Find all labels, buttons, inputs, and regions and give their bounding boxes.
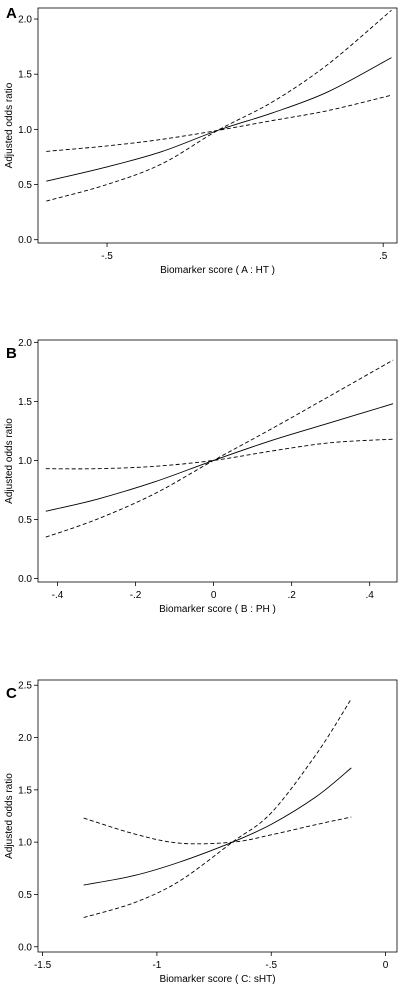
x-tick-label: .5 bbox=[379, 251, 388, 262]
ci-bound-line bbox=[46, 94, 392, 152]
y-tick-label: 1.5 bbox=[18, 785, 32, 796]
x-tick-label: -.5 bbox=[265, 960, 277, 971]
ci-bound-line bbox=[83, 816, 352, 845]
x-tick-label: .2 bbox=[287, 590, 296, 601]
x-tick-label: -1 bbox=[152, 960, 161, 971]
y-tick-label: 1.5 bbox=[18, 70, 32, 81]
y-tick-label: 2.5 bbox=[18, 681, 32, 692]
x-tick-label: 0 bbox=[211, 590, 217, 601]
x-tick-label: -.5 bbox=[101, 251, 113, 262]
y-axis-label: Adjusted odds ratio bbox=[4, 82, 15, 168]
estimate-line bbox=[46, 57, 392, 182]
y-tick-label: 2.0 bbox=[18, 733, 32, 744]
ci-bound-line bbox=[46, 9, 392, 202]
panel-letter: B bbox=[6, 345, 17, 362]
x-tick-label: -.4 bbox=[52, 590, 64, 601]
y-tick-label: 2.0 bbox=[18, 338, 32, 349]
y-tick-label: 1.5 bbox=[18, 397, 32, 408]
ci-bound-line bbox=[83, 698, 352, 918]
x-tick-label: .4 bbox=[366, 590, 375, 601]
y-tick-label: 0.0 bbox=[18, 942, 32, 953]
x-tick-label: 0 bbox=[383, 960, 389, 971]
y-tick-label: 0.5 bbox=[18, 180, 32, 191]
ci-bound-line bbox=[45, 438, 394, 470]
y-tick-label: 0.5 bbox=[18, 515, 32, 526]
plot-frame bbox=[37, 7, 398, 244]
estimate-line bbox=[83, 767, 352, 886]
y-tick-label: 0.0 bbox=[18, 574, 32, 585]
panel-letter: C bbox=[6, 685, 17, 702]
y-tick-label: 1.0 bbox=[18, 125, 32, 136]
x-tick-label: -1.5 bbox=[34, 960, 52, 971]
y-tick-label: 0.0 bbox=[18, 235, 32, 246]
panel-letter: A bbox=[6, 5, 17, 22]
y-tick-label: 1.0 bbox=[18, 838, 32, 849]
y-axis-label: Adjusted odds ratio bbox=[4, 773, 15, 859]
y-tick-label: 0.5 bbox=[18, 890, 32, 901]
ci-bound-line bbox=[45, 359, 394, 538]
x-axis-label: Biomarker score ( A : HT ) bbox=[160, 265, 275, 276]
x-axis-label: Biomarker score ( B : PH ) bbox=[159, 604, 276, 615]
plot-frame bbox=[37, 679, 398, 953]
y-tick-label: 2.0 bbox=[18, 15, 32, 26]
x-tick-label: -.2 bbox=[130, 590, 142, 601]
y-tick-label: 1.0 bbox=[18, 456, 32, 467]
plot-frame bbox=[37, 339, 398, 583]
x-axis-label: Biomarker score ( C: sHT) bbox=[159, 974, 275, 985]
y-axis-label: Adjusted odds ratio bbox=[4, 418, 15, 504]
